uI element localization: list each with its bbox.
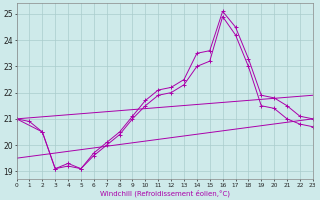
X-axis label: Windchill (Refroidissement éolien,°C): Windchill (Refroidissement éolien,°C)	[100, 189, 230, 197]
